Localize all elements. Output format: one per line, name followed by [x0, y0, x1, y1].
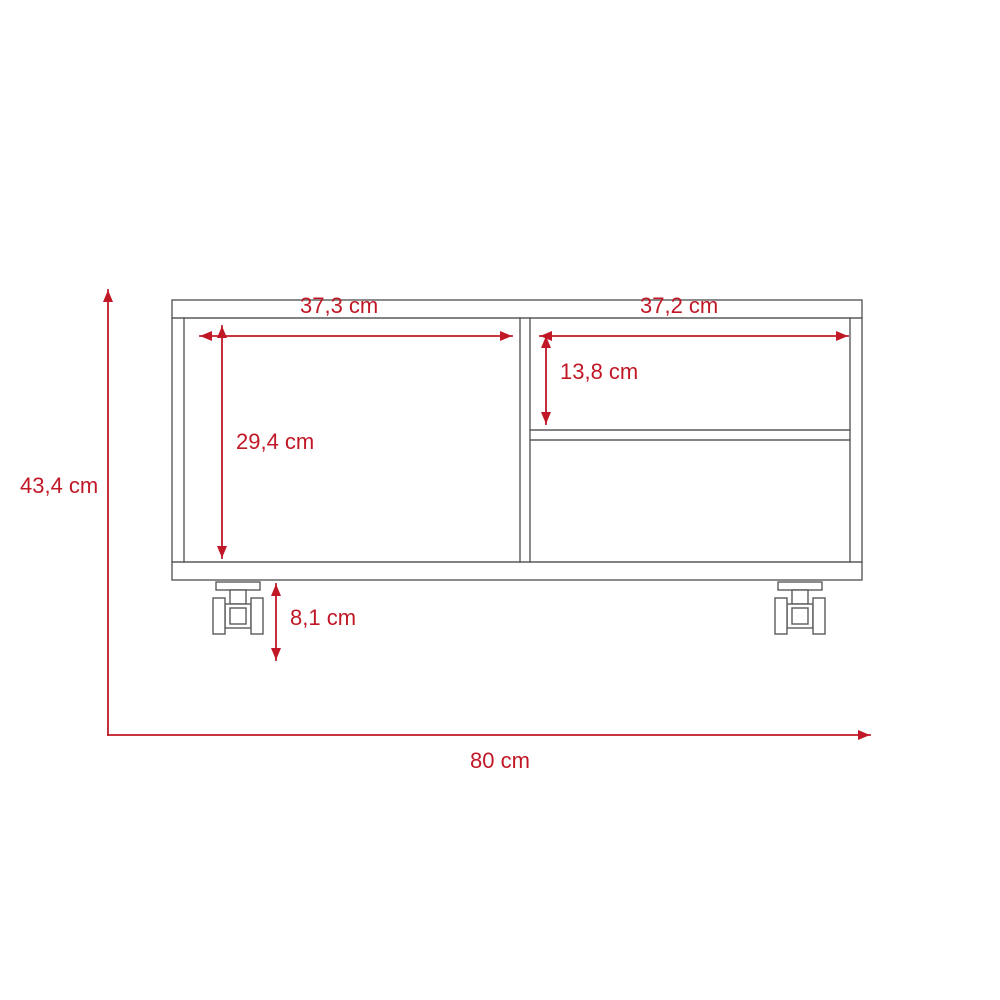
- drawing-svg: [0, 0, 1000, 1000]
- dim-left-height: 29,4 cm: [236, 429, 314, 455]
- overall-width-label: 80 cm: [470, 748, 530, 774]
- dim-right-width: 37,2 cm: [640, 293, 718, 319]
- overall-height-label: 43,4 cm: [20, 473, 98, 499]
- dim-left-width: 37,3 cm: [300, 293, 378, 319]
- dim-wheel-height: 8,1 cm: [290, 605, 356, 631]
- dim-upper-right-height: 13,8 cm: [560, 359, 638, 385]
- diagram-stage: 43,4 cm 80 cm 37,3 cm 37,2 cm 13,8 cm 29…: [0, 0, 1000, 1000]
